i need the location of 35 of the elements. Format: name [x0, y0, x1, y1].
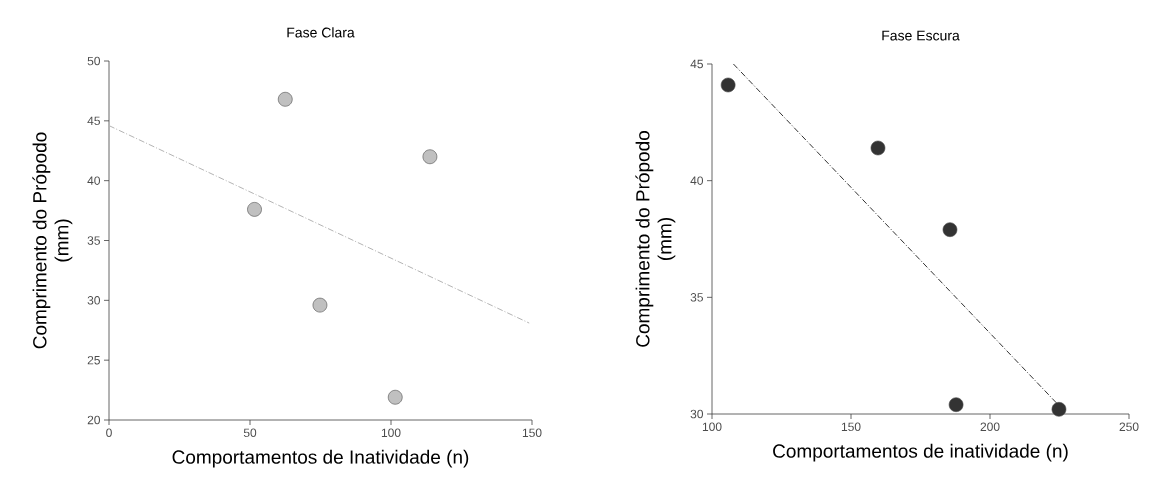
x-tick-label: 250 [1119, 422, 1139, 432]
x-tick-label: 150 [522, 428, 542, 438]
x-axis-title: Comportamentos de Inatividade (n) [172, 449, 469, 468]
x-tick-label: 200 [980, 422, 1000, 432]
point [870, 140, 886, 156]
point [948, 397, 964, 412]
y-tick-label: 50 [87, 56, 101, 66]
y-tick-label: 35 [87, 236, 100, 245]
y-tick-label: 25 [87, 355, 100, 365]
point [422, 149, 438, 165]
point [1051, 402, 1067, 417]
y-tick-label: 45 [87, 116, 100, 126]
x-tick-label: 50 [243, 428, 257, 438]
y-tick-label: 20 [87, 415, 101, 425]
x-tick-label: 0 [106, 428, 112, 438]
y-axis-title: Comprimento do Própodo (mm) [32, 132, 73, 349]
y-tick-label: 30 [690, 409, 704, 419]
y-tick-label: 40 [690, 176, 704, 185]
x-tick-label: 150 [841, 422, 861, 432]
y-tick-label: 30 [87, 296, 101, 305]
point [312, 297, 328, 313]
chart-title: Fase Clara [287, 27, 355, 38]
point [387, 389, 403, 405]
point [720, 77, 736, 93]
x-tick-label: 100 [702, 422, 722, 432]
y-tick-label: 35 [690, 293, 703, 302]
point [277, 91, 293, 107]
x-tick-label: 100 [381, 428, 401, 438]
point [247, 202, 262, 217]
chart-title: Fase Escura [882, 30, 960, 41]
point [942, 222, 958, 237]
x-axis-title: Comportamentos de inatividade (n) [773, 443, 1068, 462]
y-axis-title: Comprimento do Própodo (mm) [635, 131, 676, 347]
y-tick-label: 40 [87, 176, 101, 185]
y-tick-label: 45 [690, 59, 703, 69]
